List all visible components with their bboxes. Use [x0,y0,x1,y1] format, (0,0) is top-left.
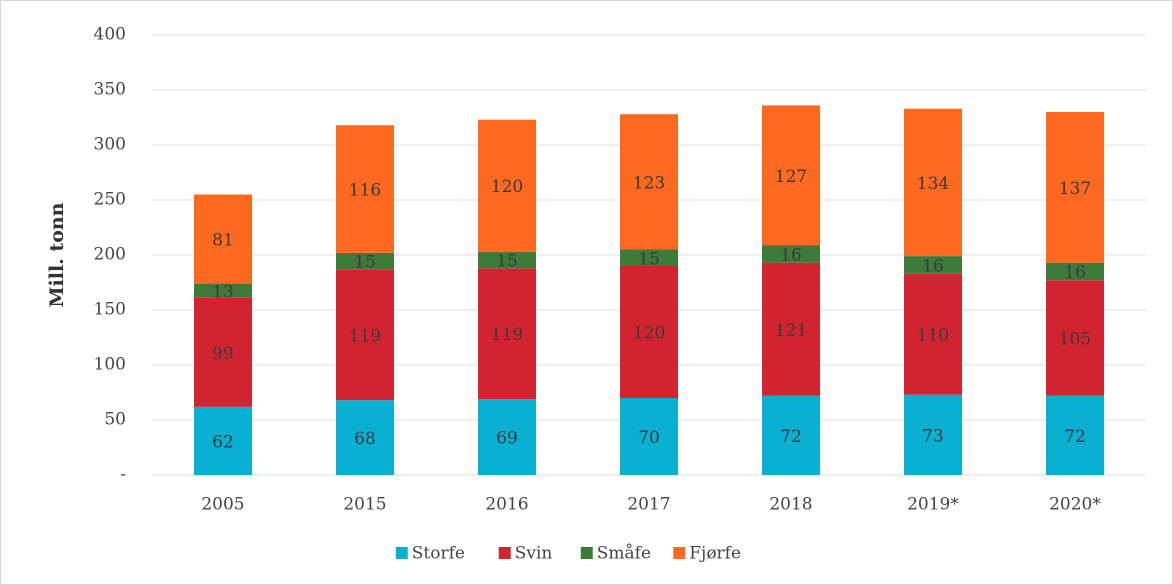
x-tick-label: 2015 [343,495,386,515]
data-label: 16 [780,245,802,265]
bar-segment [762,395,820,475]
bar-segment [336,400,394,475]
legend-label: Storfe [412,544,465,564]
y-tick-label: - [120,465,126,485]
bar-segment [1046,112,1104,263]
data-label: 137 [1059,179,1091,199]
legend-label: Småfe [597,544,651,564]
data-label: 81 [212,231,234,251]
legend-swatch [673,547,686,559]
data-label: 69 [496,429,518,449]
bar-segment [1046,280,1104,396]
data-label: 120 [633,324,665,344]
x-tick-label: 2005 [201,495,244,515]
bar-segment [762,105,820,246]
data-label: 73 [922,426,944,446]
y-tick-label: 150 [94,300,126,320]
y-axis-title: Mill. tonn [46,202,68,307]
bar-segment [194,194,252,284]
data-label: 119 [349,326,381,346]
bar-segment [336,125,394,253]
y-tick-label: 350 [94,80,126,100]
legend-label: Svin [515,544,553,564]
data-label: 119 [491,325,523,345]
bar-segment [194,283,252,298]
legend-swatch [498,547,511,559]
bar-segment [904,394,962,475]
data-label: 72 [1064,427,1086,447]
data-label: 72 [780,427,802,447]
legend-swatch [395,547,408,559]
bar-segment [620,266,678,398]
data-label: 120 [491,177,523,197]
bar-segment [194,297,252,407]
y-tick-label: 400 [94,25,126,45]
data-label: 121 [775,321,807,341]
data-label: 15 [496,251,518,271]
data-label: 105 [1059,330,1091,350]
bar-segment [904,273,962,395]
data-label: 15 [354,253,376,273]
bar-segment [336,252,394,270]
y-tick-label: 50 [104,410,126,430]
data-label: 127 [775,167,807,187]
bar-segment [478,119,536,252]
x-tick-label: 2016 [485,495,528,515]
data-label: 15 [638,249,660,269]
data-label: 16 [1064,263,1086,283]
bar-segment [478,268,536,400]
x-tick-label: 2017 [627,495,670,515]
data-label: 123 [633,173,665,193]
bar-segment [1046,395,1104,475]
bar-segment [620,249,678,266]
y-tick-label: 100 [94,355,126,375]
bar-segment [194,406,252,475]
x-tick-label: 2019* [907,495,959,515]
data-label: 110 [917,326,949,346]
x-tick-label: 2018 [769,495,812,515]
data-label: 70 [638,428,660,448]
bar-segment [904,256,962,274]
bar-segment [620,114,678,250]
x-tick-label: 2020* [1049,495,1101,515]
data-label: 134 [917,174,949,194]
data-label: 13 [212,282,234,302]
bar-segment [904,108,962,257]
y-tick-label: 250 [94,190,126,210]
y-tick-label: 300 [94,135,126,155]
bar-segment [762,245,820,263]
data-label: 116 [349,181,381,201]
legend-swatch [580,547,593,559]
bar-segment [478,251,536,269]
y-tick-label: 200 [94,245,126,265]
bar-segment [1046,262,1104,281]
data-label: 16 [922,256,944,276]
data-label: 62 [212,432,234,452]
bar-segment [478,399,536,475]
bar-segment [620,398,678,475]
bar-segment [762,262,820,396]
data-label: 99 [212,344,234,364]
bar-segment [336,269,394,401]
legend-label: Fjørfe [689,544,741,564]
data-label: 68 [354,429,376,449]
